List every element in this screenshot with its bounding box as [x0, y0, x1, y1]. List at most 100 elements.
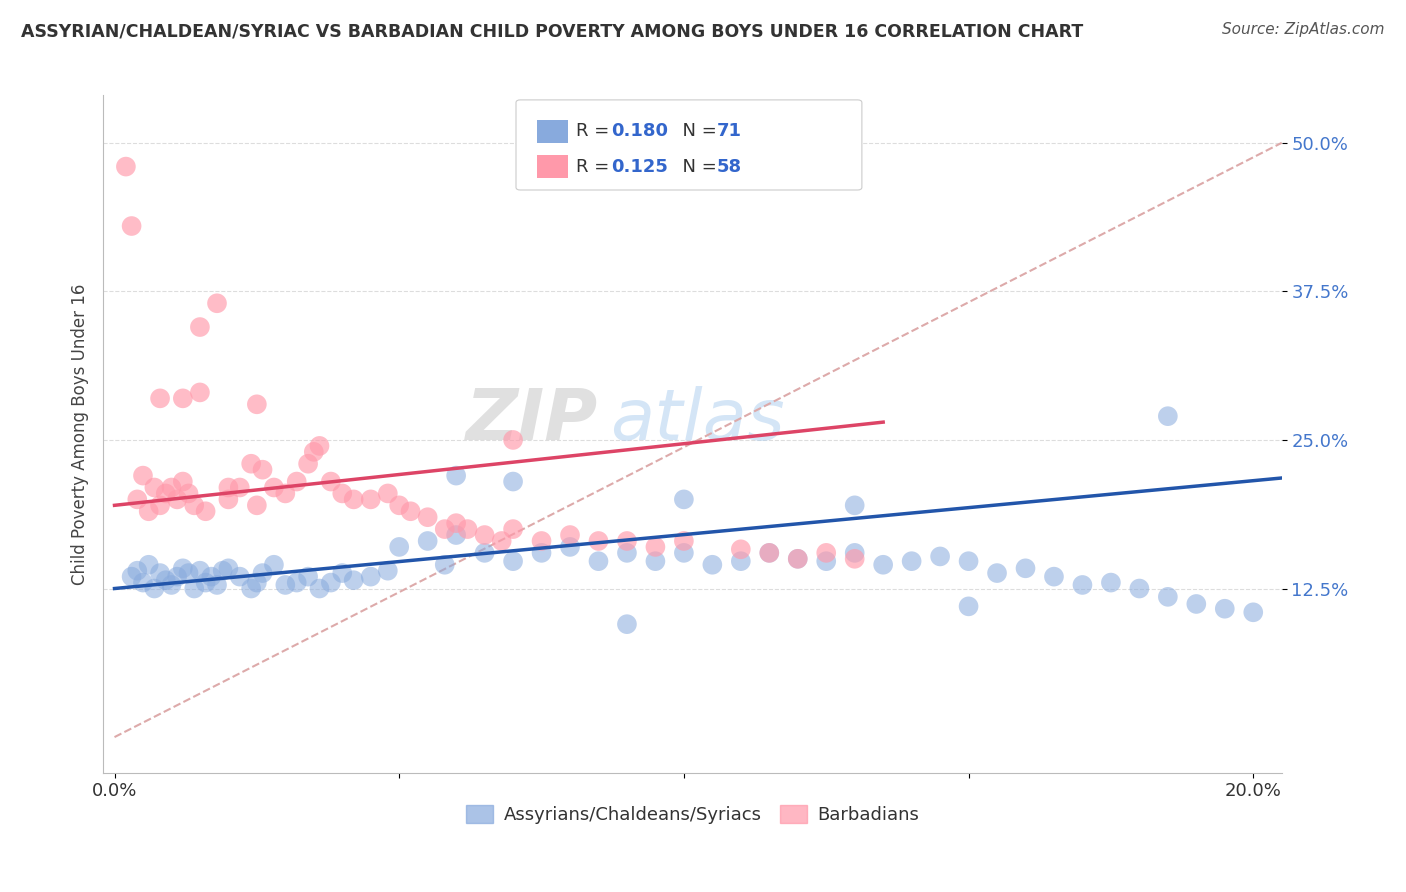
Point — [297, 457, 319, 471]
Point — [502, 433, 524, 447]
Text: R =: R = — [576, 122, 616, 140]
Point — [616, 546, 638, 560]
Point — [127, 492, 149, 507]
Point — [252, 566, 274, 580]
Point — [138, 558, 160, 572]
Point — [730, 554, 752, 568]
Point — [330, 566, 353, 580]
Point — [786, 551, 808, 566]
Point — [730, 542, 752, 557]
Point — [844, 546, 866, 560]
Point — [416, 533, 439, 548]
Point — [246, 397, 269, 411]
Point — [588, 533, 610, 548]
Text: 71: 71 — [717, 122, 742, 140]
Point — [377, 564, 399, 578]
Point — [188, 385, 211, 400]
Point — [297, 569, 319, 583]
Legend: Assyrians/Chaldeans/Syriacs, Barbadians: Assyrians/Chaldeans/Syriacs, Barbadians — [458, 797, 927, 831]
Point — [872, 558, 894, 572]
Point — [672, 492, 695, 507]
Point — [217, 481, 239, 495]
Point — [502, 522, 524, 536]
Point — [457, 522, 479, 536]
Point — [177, 486, 200, 500]
Point — [149, 499, 172, 513]
Text: 0.125: 0.125 — [612, 158, 668, 176]
Point — [815, 554, 838, 568]
Point — [433, 558, 456, 572]
Point — [149, 566, 172, 580]
Point — [319, 475, 342, 489]
Point — [143, 481, 166, 495]
Point — [138, 504, 160, 518]
Point — [205, 296, 228, 310]
Point — [211, 564, 233, 578]
Point — [1157, 409, 1180, 424]
Point — [217, 492, 239, 507]
Text: ASSYRIAN/CHALDEAN/SYRIAC VS BARBADIAN CHILD POVERTY AMONG BOYS UNDER 16 CORRELAT: ASSYRIAN/CHALDEAN/SYRIAC VS BARBADIAN CH… — [21, 22, 1084, 40]
Point — [205, 578, 228, 592]
Point — [444, 516, 467, 530]
Point — [644, 554, 666, 568]
Point — [588, 554, 610, 568]
Point — [1128, 582, 1150, 596]
Text: N =: N = — [671, 122, 723, 140]
Point — [172, 392, 194, 406]
Point — [188, 564, 211, 578]
Point — [155, 486, 177, 500]
Point — [502, 554, 524, 568]
Point — [183, 582, 205, 596]
Point — [200, 569, 222, 583]
Point — [388, 540, 411, 554]
Point — [672, 533, 695, 548]
Point — [274, 486, 297, 500]
Point — [1241, 605, 1264, 619]
Point — [957, 554, 980, 568]
Point — [474, 528, 496, 542]
Point — [702, 558, 724, 572]
Point — [388, 499, 411, 513]
Point — [491, 533, 513, 548]
Point — [121, 569, 143, 583]
Text: 0.180: 0.180 — [612, 122, 669, 140]
Point — [433, 522, 456, 536]
Point — [132, 468, 155, 483]
Point — [616, 533, 638, 548]
Point — [160, 481, 183, 495]
Point — [444, 468, 467, 483]
Point — [844, 499, 866, 513]
Y-axis label: Child Poverty Among Boys Under 16: Child Poverty Among Boys Under 16 — [72, 284, 89, 584]
Point — [844, 551, 866, 566]
Point — [530, 533, 553, 548]
Point — [815, 546, 838, 560]
Point — [240, 582, 263, 596]
Point — [229, 481, 252, 495]
Text: ZIP: ZIP — [465, 386, 598, 455]
Point — [285, 475, 308, 489]
Point — [360, 492, 382, 507]
Point — [758, 546, 780, 560]
Point — [263, 558, 285, 572]
Point — [274, 578, 297, 592]
Point — [1071, 578, 1094, 592]
Text: R =: R = — [576, 158, 616, 176]
Point — [155, 573, 177, 587]
Point — [416, 510, 439, 524]
Point — [377, 486, 399, 500]
Point — [758, 546, 780, 560]
Point — [246, 499, 269, 513]
Point — [166, 492, 188, 507]
Point — [177, 566, 200, 580]
Point — [786, 551, 808, 566]
Point — [302, 445, 325, 459]
Point — [530, 546, 553, 560]
Point — [1185, 597, 1208, 611]
Point — [194, 504, 217, 518]
Point — [115, 160, 138, 174]
Point — [172, 475, 194, 489]
Point — [263, 481, 285, 495]
Point — [444, 528, 467, 542]
Text: N =: N = — [671, 158, 723, 176]
Point — [929, 549, 952, 564]
